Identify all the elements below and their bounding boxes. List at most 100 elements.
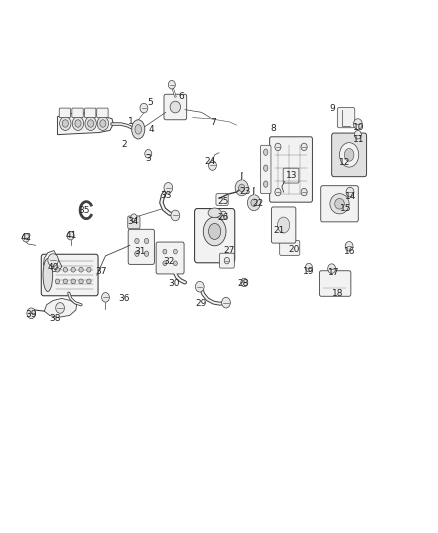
Text: 4: 4 bbox=[148, 125, 154, 134]
Text: 15: 15 bbox=[340, 204, 351, 213]
Circle shape bbox=[171, 210, 180, 221]
Circle shape bbox=[60, 117, 71, 131]
Ellipse shape bbox=[264, 165, 268, 171]
FancyBboxPatch shape bbox=[97, 108, 108, 118]
Circle shape bbox=[247, 195, 261, 211]
Circle shape bbox=[85, 117, 96, 131]
Circle shape bbox=[345, 241, 353, 251]
Text: 14: 14 bbox=[345, 192, 357, 201]
Text: 5: 5 bbox=[147, 98, 153, 107]
FancyBboxPatch shape bbox=[283, 168, 299, 183]
Text: 26: 26 bbox=[218, 213, 229, 222]
Text: 9: 9 bbox=[330, 103, 336, 112]
Text: 37: 37 bbox=[95, 268, 107, 276]
Text: 16: 16 bbox=[344, 247, 356, 256]
Text: 17: 17 bbox=[328, 269, 339, 277]
Circle shape bbox=[275, 143, 281, 151]
FancyBboxPatch shape bbox=[164, 94, 187, 120]
Text: 8: 8 bbox=[271, 124, 276, 133]
Text: 10: 10 bbox=[353, 123, 364, 132]
Ellipse shape bbox=[135, 125, 141, 134]
Text: 35: 35 bbox=[79, 206, 90, 215]
Ellipse shape bbox=[208, 208, 221, 217]
Circle shape bbox=[301, 143, 307, 151]
Circle shape bbox=[72, 117, 84, 131]
FancyBboxPatch shape bbox=[59, 108, 71, 118]
Ellipse shape bbox=[132, 120, 145, 139]
Text: 28: 28 bbox=[238, 279, 249, 288]
Ellipse shape bbox=[335, 198, 344, 209]
Text: 31: 31 bbox=[134, 247, 146, 256]
Text: 2: 2 bbox=[121, 140, 127, 149]
Circle shape bbox=[168, 80, 175, 89]
FancyBboxPatch shape bbox=[219, 253, 234, 268]
Text: 3: 3 bbox=[145, 154, 151, 163]
FancyBboxPatch shape bbox=[194, 208, 235, 263]
FancyBboxPatch shape bbox=[272, 207, 296, 243]
Circle shape bbox=[62, 120, 68, 127]
Circle shape bbox=[239, 184, 245, 191]
Ellipse shape bbox=[163, 261, 167, 266]
Text: 40: 40 bbox=[47, 263, 59, 272]
Ellipse shape bbox=[173, 249, 177, 254]
Circle shape bbox=[305, 263, 312, 272]
Circle shape bbox=[102, 293, 110, 302]
Text: 23: 23 bbox=[240, 187, 251, 196]
Text: 6: 6 bbox=[178, 92, 184, 101]
Text: 39: 39 bbox=[25, 310, 37, 319]
Polygon shape bbox=[43, 251, 62, 272]
FancyBboxPatch shape bbox=[321, 185, 358, 222]
Circle shape bbox=[75, 120, 81, 127]
Text: 21: 21 bbox=[274, 226, 285, 235]
Text: 29: 29 bbox=[196, 299, 207, 308]
Text: 18: 18 bbox=[332, 288, 343, 297]
Circle shape bbox=[241, 278, 248, 287]
Ellipse shape bbox=[87, 279, 91, 284]
Circle shape bbox=[346, 187, 354, 197]
Text: 1: 1 bbox=[128, 117, 134, 126]
FancyBboxPatch shape bbox=[216, 193, 228, 205]
Ellipse shape bbox=[79, 267, 83, 272]
FancyBboxPatch shape bbox=[41, 254, 98, 296]
FancyBboxPatch shape bbox=[270, 137, 312, 202]
Text: 34: 34 bbox=[127, 217, 138, 227]
Ellipse shape bbox=[79, 279, 83, 284]
Text: 41: 41 bbox=[66, 231, 77, 240]
Ellipse shape bbox=[43, 259, 53, 292]
FancyBboxPatch shape bbox=[72, 108, 83, 118]
Circle shape bbox=[97, 117, 109, 131]
Text: 20: 20 bbox=[288, 245, 300, 254]
Ellipse shape bbox=[278, 217, 290, 233]
Text: 36: 36 bbox=[118, 294, 130, 303]
Ellipse shape bbox=[339, 143, 359, 167]
Circle shape bbox=[195, 281, 204, 292]
Circle shape bbox=[224, 257, 230, 264]
Text: 38: 38 bbox=[49, 314, 60, 323]
FancyBboxPatch shape bbox=[261, 146, 271, 193]
Ellipse shape bbox=[55, 267, 60, 272]
Circle shape bbox=[164, 182, 173, 193]
Circle shape bbox=[275, 188, 281, 196]
Circle shape bbox=[222, 297, 230, 308]
Circle shape bbox=[67, 231, 74, 240]
Circle shape bbox=[251, 199, 257, 206]
Circle shape bbox=[220, 211, 227, 220]
Text: 19: 19 bbox=[303, 268, 314, 276]
FancyBboxPatch shape bbox=[337, 108, 355, 128]
Ellipse shape bbox=[63, 279, 67, 284]
Ellipse shape bbox=[330, 193, 349, 214]
Circle shape bbox=[56, 303, 64, 313]
Polygon shape bbox=[57, 112, 113, 135]
Text: 32: 32 bbox=[163, 257, 175, 265]
Ellipse shape bbox=[63, 267, 67, 272]
Circle shape bbox=[22, 233, 29, 242]
Ellipse shape bbox=[170, 101, 180, 113]
FancyBboxPatch shape bbox=[319, 271, 351, 296]
Text: 33: 33 bbox=[160, 191, 172, 200]
Circle shape bbox=[235, 180, 248, 196]
Ellipse shape bbox=[87, 267, 91, 272]
Text: 12: 12 bbox=[339, 158, 350, 167]
Ellipse shape bbox=[203, 217, 226, 246]
Ellipse shape bbox=[71, 279, 75, 284]
Ellipse shape bbox=[135, 251, 139, 256]
